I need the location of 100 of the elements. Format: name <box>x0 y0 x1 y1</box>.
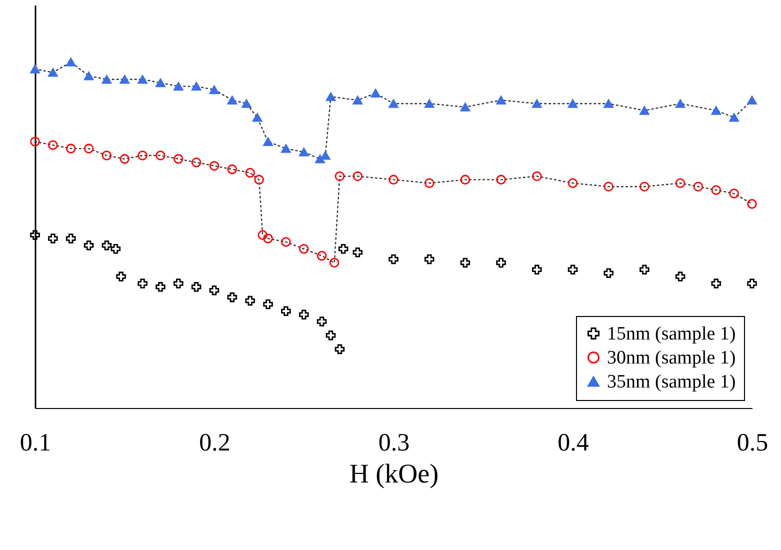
legend-label: 35nm (sample 1) <box>607 372 736 392</box>
point <box>320 151 330 160</box>
point <box>747 278 757 288</box>
point <box>640 106 650 115</box>
point <box>675 272 686 282</box>
point <box>370 88 380 98</box>
point <box>326 92 336 101</box>
point <box>120 75 130 84</box>
point <box>30 230 40 240</box>
point <box>281 306 291 316</box>
point <box>640 182 650 192</box>
point <box>116 272 126 282</box>
point <box>102 75 112 84</box>
point <box>227 164 238 174</box>
point <box>675 178 686 188</box>
point <box>174 154 184 164</box>
point <box>30 136 40 147</box>
point <box>245 168 255 178</box>
legend-label: 15nm (sample 1) <box>607 324 736 344</box>
point <box>334 344 345 354</box>
point <box>191 282 202 292</box>
point <box>66 234 76 244</box>
point <box>281 144 291 153</box>
point <box>84 144 94 154</box>
point <box>711 106 722 115</box>
point <box>532 264 542 275</box>
point <box>334 171 345 182</box>
point <box>48 140 58 150</box>
point <box>209 85 220 94</box>
point <box>254 174 264 185</box>
point <box>316 316 327 326</box>
point <box>227 96 238 104</box>
x-tick-label: 0.1 <box>20 430 52 456</box>
point <box>48 234 58 244</box>
point <box>604 99 614 108</box>
point <box>209 160 220 171</box>
point <box>298 244 309 254</box>
point <box>711 278 722 288</box>
point <box>604 182 614 192</box>
point <box>227 292 238 302</box>
point <box>263 234 273 244</box>
point <box>693 182 704 192</box>
point <box>138 150 148 160</box>
point <box>209 286 220 296</box>
point <box>460 174 470 185</box>
point <box>66 58 76 66</box>
point <box>424 178 434 188</box>
point <box>675 99 686 108</box>
point <box>424 99 434 108</box>
point <box>156 282 166 292</box>
point <box>496 174 506 185</box>
point <box>326 330 336 340</box>
point <box>388 254 398 264</box>
point <box>263 299 273 310</box>
x-tick-label: 0.4 <box>558 430 590 456</box>
point <box>338 244 348 254</box>
point <box>263 137 273 146</box>
point <box>532 171 542 182</box>
point <box>532 99 542 108</box>
x-tick-label: 0.2 <box>199 430 230 456</box>
x-tick-label: 0.5 <box>736 430 768 456</box>
point <box>120 154 130 164</box>
point <box>48 68 58 77</box>
point <box>110 244 121 254</box>
point <box>298 310 309 320</box>
point <box>729 113 739 122</box>
point <box>329 258 340 268</box>
point <box>604 268 614 278</box>
point <box>388 174 398 185</box>
point <box>281 237 291 247</box>
point <box>568 178 578 188</box>
point <box>138 75 148 84</box>
point <box>66 144 76 154</box>
point <box>252 113 262 122</box>
point <box>747 199 757 209</box>
point <box>388 99 398 108</box>
point <box>352 171 363 182</box>
point <box>102 240 112 250</box>
point <box>258 230 268 240</box>
x-tick-label: 0.3 <box>378 430 410 456</box>
point <box>174 82 184 91</box>
point <box>729 188 739 198</box>
point <box>568 99 578 108</box>
point <box>352 247 363 258</box>
point <box>84 240 94 250</box>
point <box>102 150 112 160</box>
point <box>191 82 202 91</box>
point <box>156 150 166 160</box>
point <box>138 278 148 288</box>
point <box>84 72 94 80</box>
point <box>352 96 363 104</box>
point <box>460 258 470 268</box>
point <box>298 148 309 156</box>
point <box>156 78 166 88</box>
point <box>640 264 650 275</box>
point <box>242 99 252 108</box>
point <box>174 278 184 288</box>
point <box>245 296 255 306</box>
point <box>496 96 506 104</box>
point <box>747 96 757 104</box>
